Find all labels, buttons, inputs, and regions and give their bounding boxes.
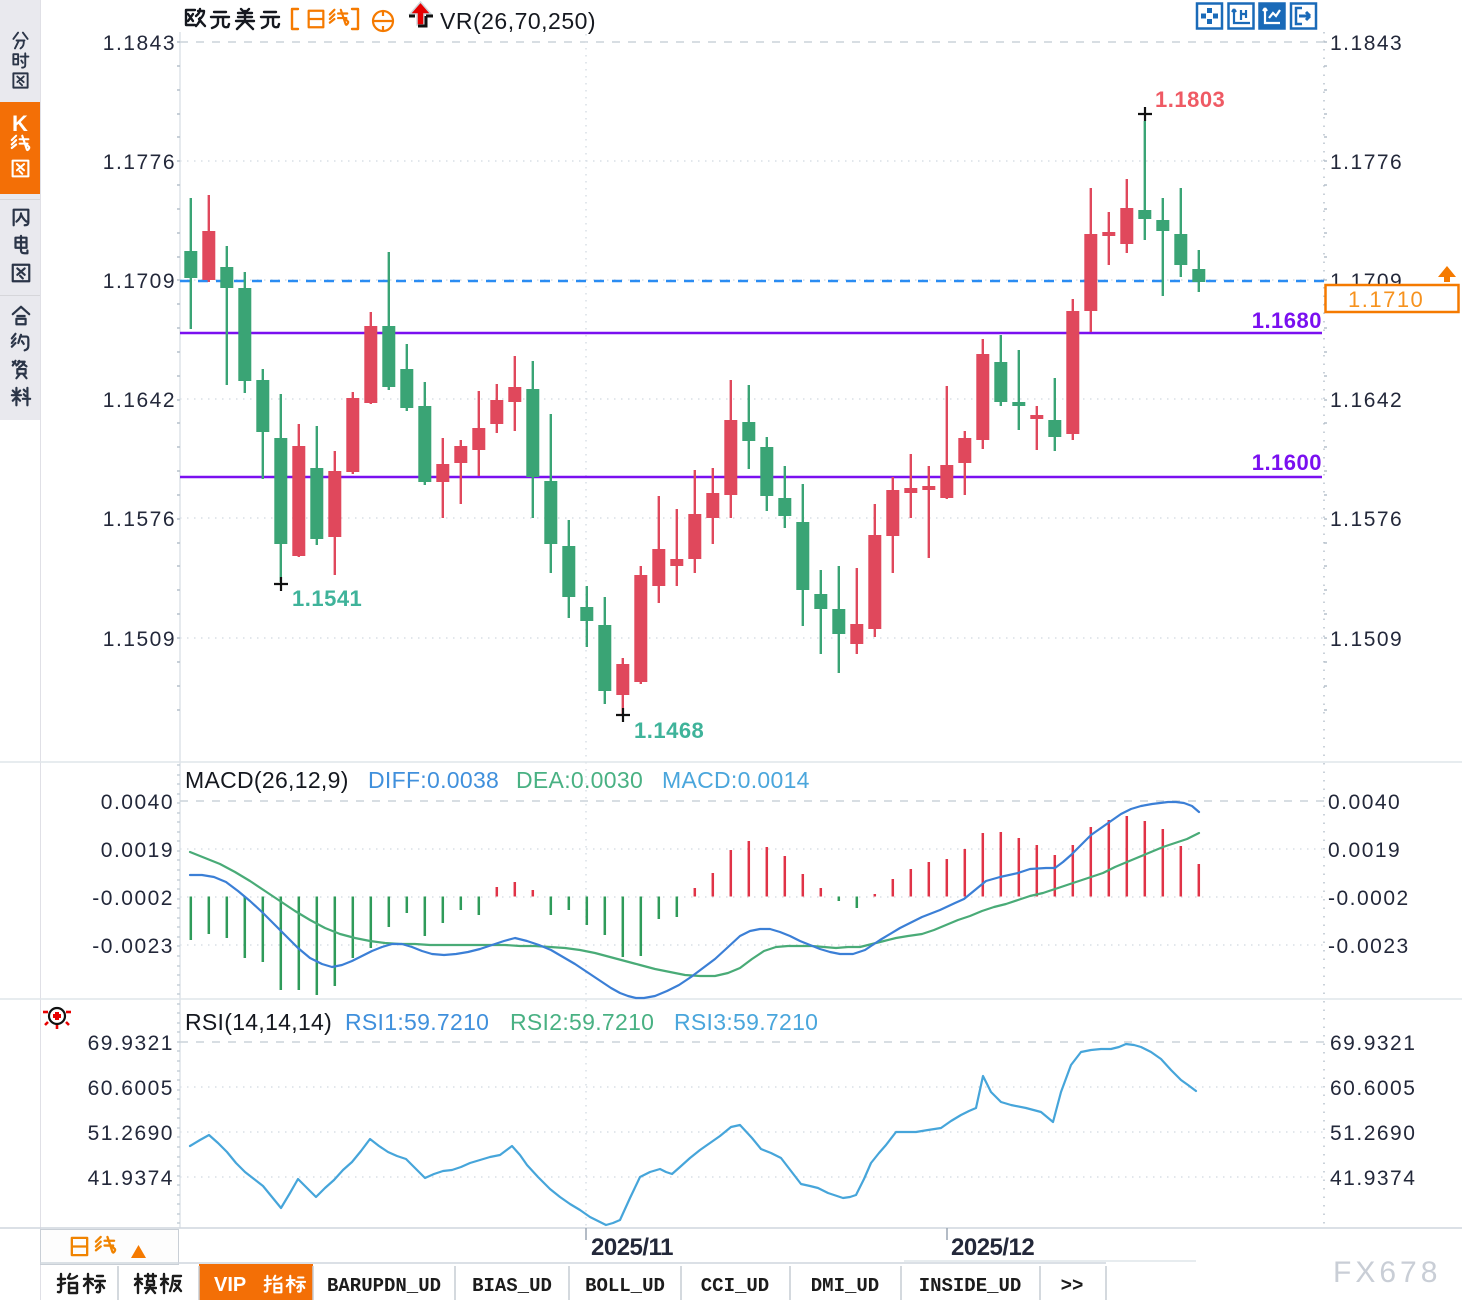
svg-text:1.1576: 1.1576: [1330, 508, 1403, 531]
svg-text:-0.0002: -0.0002: [92, 887, 174, 910]
svg-text:60.6005: 60.6005: [1330, 1077, 1416, 1100]
svg-text:2025/12: 2025/12: [951, 1234, 1034, 1261]
svg-text:2025/11: 2025/11: [591, 1234, 673, 1261]
svg-text:CCI_UD: CCI_UD: [701, 1275, 769, 1297]
svg-text:1.1776: 1.1776: [103, 151, 176, 174]
svg-text:MACD(26,12,9): MACD(26,12,9): [185, 767, 349, 793]
svg-text:60.6005: 60.6005: [88, 1077, 174, 1100]
svg-text:BIAS_UD: BIAS_UD: [472, 1275, 552, 1297]
svg-text:RSI(14,14,14): RSI(14,14,14): [185, 1009, 332, 1035]
svg-text:RSI2:59.7210: RSI2:59.7210: [510, 1009, 654, 1035]
svg-text:51.2690: 51.2690: [88, 1122, 174, 1145]
svg-text:1.1600: 1.1600: [1252, 450, 1322, 475]
svg-text:RSI3:59.7210: RSI3:59.7210: [674, 1009, 818, 1035]
svg-text:BARUPDN_UD: BARUPDN_UD: [327, 1275, 441, 1297]
svg-text:FX678: FX678: [1333, 1256, 1441, 1289]
svg-text:1.1576: 1.1576: [103, 508, 176, 531]
svg-text:1.1541: 1.1541: [292, 586, 362, 611]
svg-text:BOLL_UD: BOLL_UD: [585, 1275, 665, 1297]
svg-text:69.9321: 69.9321: [88, 1032, 174, 1055]
svg-text:1.1843: 1.1843: [103, 32, 176, 55]
svg-text:MACD:0.0014: MACD:0.0014: [662, 767, 810, 793]
svg-text:51.2690: 51.2690: [1330, 1122, 1416, 1145]
svg-text:INSIDE_UD: INSIDE_UD: [919, 1275, 1022, 1297]
svg-text:1.1776: 1.1776: [1330, 151, 1403, 174]
svg-text:RSI1:59.7210: RSI1:59.7210: [345, 1009, 489, 1035]
svg-text:41.9374: 41.9374: [88, 1167, 174, 1190]
svg-text:DIFF:0.0038: DIFF:0.0038: [368, 767, 499, 793]
svg-text:41.9374: 41.9374: [1330, 1167, 1416, 1190]
svg-text:1.1468: 1.1468: [634, 718, 704, 743]
svg-text:0.0040: 0.0040: [1328, 791, 1401, 814]
svg-text:69.9321: 69.9321: [1330, 1032, 1416, 1055]
svg-text:VR(26,70,250): VR(26,70,250): [440, 8, 596, 34]
svg-text:0.0040: 0.0040: [101, 791, 174, 814]
svg-text:VIP: VIP: [214, 1274, 246, 1296]
svg-text:1.1509: 1.1509: [1330, 628, 1403, 651]
svg-text:1.1642: 1.1642: [1330, 389, 1403, 412]
svg-text:-0.0023: -0.0023: [92, 935, 174, 958]
svg-text:DMI_UD: DMI_UD: [811, 1275, 879, 1297]
svg-text:K: K: [12, 111, 28, 136]
svg-text:1.1803: 1.1803: [1155, 87, 1225, 112]
svg-text:-0.0002: -0.0002: [1328, 887, 1410, 910]
svg-text:-0.0023: -0.0023: [1328, 935, 1410, 958]
svg-text:1.1642: 1.1642: [103, 389, 176, 412]
svg-text:1.1710: 1.1710: [1348, 287, 1424, 312]
svg-text:0.0019: 0.0019: [1328, 839, 1401, 862]
svg-text:>>: >>: [1061, 1275, 1084, 1297]
svg-text:1.1680: 1.1680: [1252, 308, 1322, 333]
svg-text:0.0019: 0.0019: [101, 839, 174, 862]
svg-text:1.1509: 1.1509: [103, 628, 176, 651]
svg-text:1.1709: 1.1709: [103, 270, 176, 293]
svg-text:1.1843: 1.1843: [1330, 32, 1403, 55]
svg-text:DEA:0.0030: DEA:0.0030: [516, 767, 643, 793]
